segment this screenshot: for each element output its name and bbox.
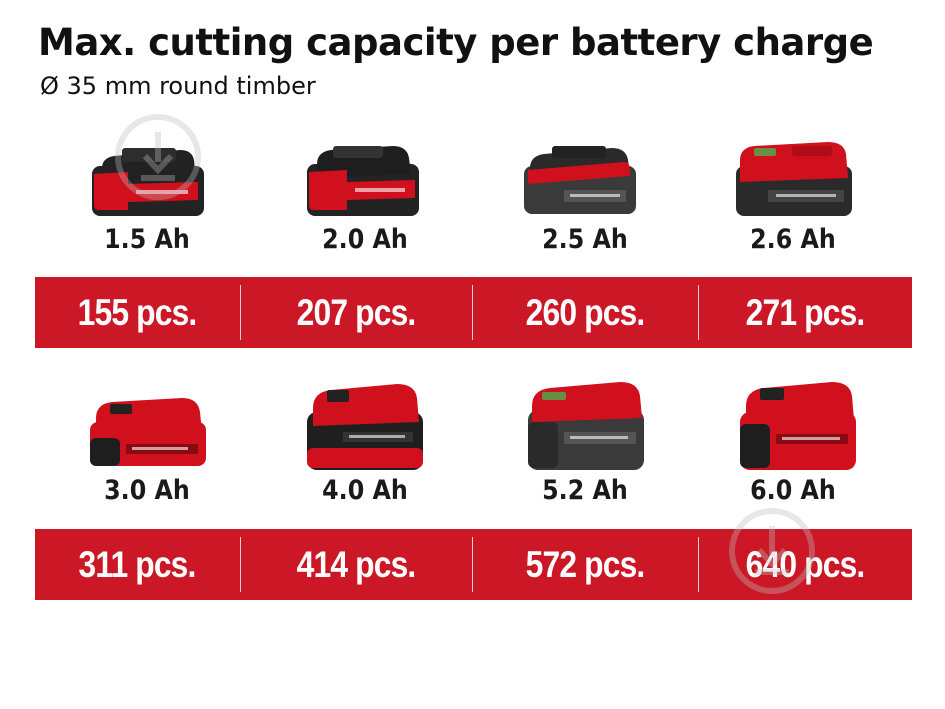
capacity-label: 5.2 Ah: [542, 475, 628, 506]
capacity-label: 1.5 Ah: [104, 224, 190, 255]
page-title: Max. cutting capacity per battery charge: [38, 21, 874, 64]
page-subtitle: Ø 35 mm round timber: [40, 72, 316, 100]
capacity-label: 2.6 Ah: [750, 224, 836, 255]
battery-2-0ah-icon: [303, 140, 433, 230]
capacity-label: 3.0 Ah: [104, 475, 190, 506]
divider: [472, 285, 473, 340]
pieces-value: 260 pcs.: [526, 291, 646, 333]
battery-4-0ah-icon: [303, 378, 433, 470]
pieces-value: 207 pcs.: [297, 291, 417, 333]
capacity-label: 2.5 Ah: [542, 224, 628, 255]
pieces-value: 572 pcs.: [526, 543, 646, 585]
pieces-value: 414 pcs.: [297, 543, 417, 585]
battery-6-0ah-icon: [736, 378, 866, 470]
capacity-label: 6.0 Ah: [750, 475, 836, 506]
pieces-bar-row-1: 155 pcs. 207 pcs. 260 pcs. 271 pcs.: [35, 277, 912, 348]
watermark-icon: [113, 112, 203, 202]
capacity-label: 4.0 Ah: [322, 475, 408, 506]
pieces-value: 155 pcs.: [78, 291, 198, 333]
pieces-value: 271 pcs.: [746, 291, 866, 333]
battery-3-0ah-icon: [86, 392, 216, 482]
battery-2-6ah-icon: [732, 138, 862, 228]
battery-2-5ah-icon: [520, 140, 650, 230]
capacity-label: 2.0 Ah: [322, 224, 408, 255]
divider: [698, 537, 699, 592]
divider: [240, 285, 241, 340]
divider: [240, 537, 241, 592]
battery-5-2ah-icon: [524, 378, 654, 470]
battery-1-5ah-icon: [88, 140, 218, 230]
watermark-icon: [727, 506, 817, 596]
pieces-value: 311 pcs.: [79, 543, 197, 585]
divider: [472, 537, 473, 592]
divider: [698, 285, 699, 340]
pieces-bar-row-2: 311 pcs. 414 pcs. 572 pcs. 640 pcs.: [35, 529, 912, 600]
pieces-value: 640 pcs.: [746, 543, 866, 585]
